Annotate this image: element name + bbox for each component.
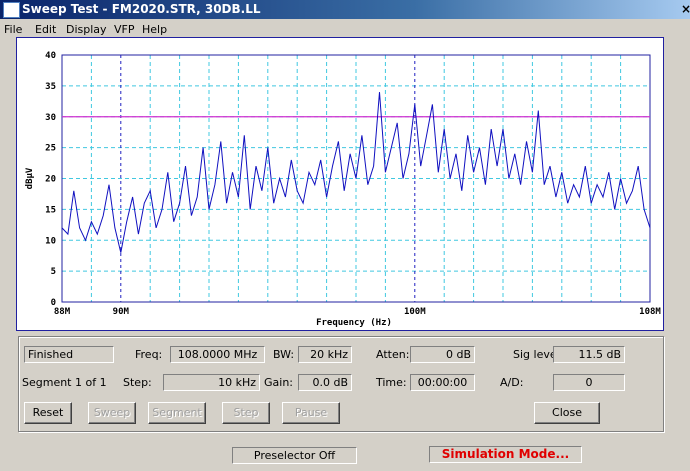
menu-item[interactable]: Edit xyxy=(35,23,57,36)
control-group xyxy=(18,336,664,432)
y-tick-label: 15 xyxy=(45,205,56,215)
segment-text: Segment 1 of 1 xyxy=(22,376,107,389)
gain-field: 0.0 dB xyxy=(298,374,352,391)
chart: 0 5 10 15 20 25 30 35 40 88M 90M 100M 108M Frequency … xyxy=(25,51,661,328)
close-button[interactable]: Close xyxy=(534,402,600,424)
menu-item[interactable]: Help xyxy=(142,23,168,36)
label: Sig level: xyxy=(513,348,564,361)
y-tick-label: 5 xyxy=(51,267,56,277)
app-icon xyxy=(3,2,20,18)
y-tick-label: 10 xyxy=(45,236,56,246)
x-axis-label: Frequency (Hz) xyxy=(316,318,392,328)
menu-item[interactable]: VFP xyxy=(114,23,135,36)
plot-frame xyxy=(61,54,651,303)
y-tick-label: 20 xyxy=(45,175,56,185)
ad-field: 0 xyxy=(553,374,625,391)
window-title: Sweep Test - FM2020.STR, 30DB.LL xyxy=(22,2,261,16)
label: Time: xyxy=(376,376,407,389)
close-window[interactable]: × xyxy=(681,2,690,16)
atten-field: 0 dB xyxy=(410,346,475,363)
y-tick-label: 40 xyxy=(45,51,56,61)
time-field: 00:00:00 xyxy=(410,374,475,391)
pause-button: Pause xyxy=(282,402,340,424)
status-field: Finished xyxy=(24,346,114,363)
y-tick-label: 0 xyxy=(51,298,56,308)
preselector-status: Preselector Off xyxy=(232,447,357,464)
sig-field: 11.5 dB xyxy=(553,346,625,363)
step-button: Step xyxy=(222,402,270,424)
x-tick-label: 100M xyxy=(404,307,426,317)
sweep-button: Sweep xyxy=(88,402,136,424)
label: A/D: xyxy=(500,376,524,389)
segment-button: Segment xyxy=(148,402,206,424)
freq-field: 108.0000 MHz xyxy=(170,346,265,363)
y-axis-label: dBµV xyxy=(25,167,35,189)
label: Step: xyxy=(123,376,152,389)
bw-field: 20 kHz xyxy=(298,346,352,363)
spectrum-line xyxy=(61,92,651,253)
title-bar xyxy=(0,0,690,19)
label: BW: xyxy=(273,348,295,361)
x-tick-label: 108M xyxy=(639,307,661,317)
label: Atten: xyxy=(376,348,410,361)
menu-item[interactable]: File xyxy=(4,23,23,36)
reset-button[interactable]: Reset xyxy=(24,402,72,424)
step-field: 10 kHz xyxy=(163,374,260,391)
y-tick-label: 30 xyxy=(45,113,56,123)
y-tick-label: 25 xyxy=(45,144,56,154)
label: Gain: xyxy=(264,376,293,389)
label: Freq: xyxy=(135,348,163,361)
x-tick-label: 90M xyxy=(113,307,130,317)
menu-item[interactable]: Display xyxy=(66,23,107,36)
x-tick-label: 88M xyxy=(54,307,71,317)
y-tick-label: 35 xyxy=(45,82,56,92)
mode-status: Simulation Mode... xyxy=(429,446,582,463)
